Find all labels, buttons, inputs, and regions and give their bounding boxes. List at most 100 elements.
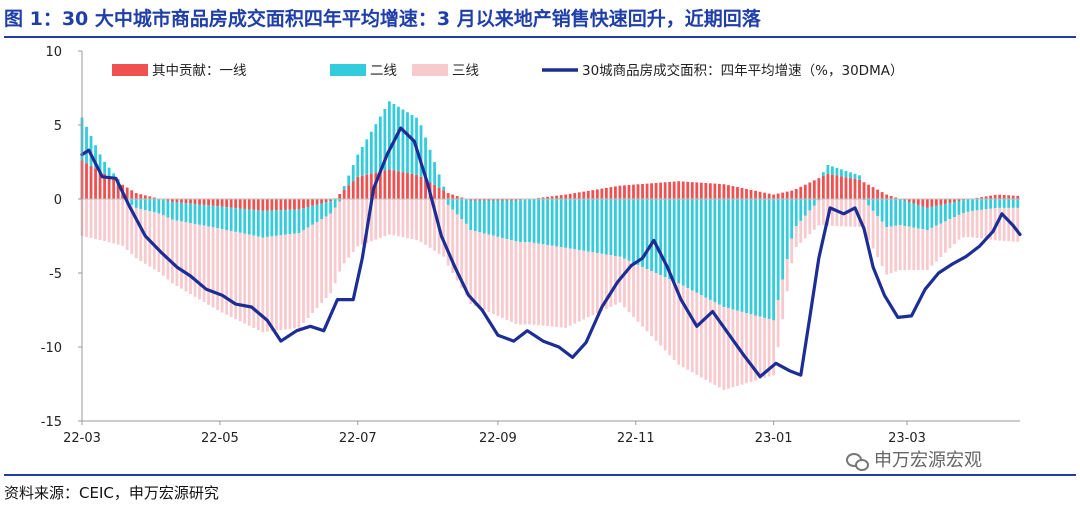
bar-tier3 (699, 295, 703, 378)
x-tick-label: 22-11 (617, 431, 655, 446)
bar-tier2 (419, 125, 423, 177)
legend-label: 二线 (370, 63, 397, 79)
bar-tier2 (722, 199, 726, 308)
bar-tier2 (107, 167, 111, 177)
bar-tier2 (220, 206, 224, 230)
bar-tier2 (532, 199, 536, 243)
bar-tier2 (523, 199, 527, 243)
bar-tier1 (925, 199, 929, 208)
bar-tier3 (238, 232, 242, 322)
bar-tier2 (505, 200, 509, 240)
bar-tier3 (623, 258, 626, 308)
bar-tier1 (216, 199, 220, 207)
bar-tier3 (808, 210, 812, 235)
bar-tier2 (243, 208, 247, 234)
bar-tier3 (482, 233, 486, 310)
bar-tier3 (894, 225, 898, 272)
bar-tier1 (772, 194, 776, 199)
bar-tier1 (758, 191, 762, 199)
bar-tier2 (161, 199, 165, 216)
bar-tier2 (731, 199, 735, 310)
bar-tier2 (577, 199, 581, 251)
bar-tier1 (862, 182, 866, 199)
bar-tier2 (338, 199, 342, 202)
bar-tier2 (740, 199, 744, 312)
bar-tier3 (812, 205, 816, 230)
bar-tier3 (315, 221, 319, 309)
bar-tier3 (523, 242, 527, 325)
line-layer (80, 126, 1022, 379)
bar-tier1 (627, 185, 631, 199)
bar-tier1 (690, 182, 694, 199)
bar-tier3 (749, 314, 753, 382)
bar-tier3 (659, 275, 663, 346)
bar-tier3 (966, 211, 970, 238)
bar-tier3 (564, 247, 568, 328)
bar-tier1 (641, 183, 644, 199)
bar-tier1 (469, 199, 473, 201)
bar-tier2 (975, 199, 979, 211)
bar-tier2 (293, 209, 296, 234)
bar-tier1 (112, 179, 116, 199)
bar-tier2 (238, 208, 242, 233)
bar-tier1 (238, 199, 242, 209)
bar-tier3 (103, 199, 106, 242)
bar-tier2 (315, 204, 319, 222)
bar-tier2 (202, 204, 206, 226)
bar-tier2 (270, 210, 274, 237)
bar-tier2 (889, 199, 893, 227)
bar-tier3 (925, 230, 929, 271)
bar-tier2 (442, 186, 446, 191)
legend-swatch (330, 64, 366, 76)
bar-tier1 (672, 181, 676, 199)
bar-layer (80, 101, 1020, 390)
bar-tier3 (776, 299, 780, 348)
bar-tier1 (351, 181, 355, 199)
bar-tier3 (261, 237, 265, 333)
bar-tier1 (727, 185, 730, 199)
bar-tier1 (378, 171, 382, 199)
bar-tier1 (501, 199, 504, 201)
bar-tier2 (654, 199, 658, 274)
bar-tier3 (234, 231, 238, 320)
bar-tier3 (157, 213, 161, 273)
bar-tier3 (975, 210, 979, 238)
bar-tier3 (600, 253, 604, 311)
bar-tier3 (428, 199, 432, 248)
bar-tier2 (591, 199, 595, 253)
bar-tier2 (130, 199, 134, 205)
bar-tier2 (333, 199, 337, 208)
bar-tier1 (781, 192, 785, 199)
bar-tier3 (704, 297, 708, 380)
bar-tier1 (537, 197, 540, 199)
bar-tier3 (121, 199, 125, 246)
bar-tier3 (980, 209, 983, 239)
bar-tier1 (437, 187, 441, 199)
bar-tier2 (844, 170, 848, 178)
bar-tier2 (867, 199, 870, 206)
bar-tier1 (446, 193, 450, 199)
bar-tier3 (871, 210, 875, 249)
bar-tier3 (442, 199, 446, 257)
bar-tier2 (1002, 199, 1006, 208)
bar-tier1 (338, 194, 342, 199)
chart-title: 图 1：30 大中城市商品房成交面积四年平均增速：3 月以来地产销售快速回升，近… (4, 8, 761, 30)
bar-tier3 (152, 212, 156, 270)
bar-tier2 (957, 200, 961, 215)
bar-tier3 (713, 302, 717, 385)
bar-tier2 (496, 200, 500, 237)
bar-tier2 (216, 206, 220, 229)
bar-tier2 (89, 136, 93, 166)
bar-tier3 (130, 204, 134, 255)
bar-tier1 (347, 185, 351, 199)
bar-tier1 (880, 192, 884, 199)
bar-tier1 (424, 179, 427, 199)
bar-tier2 (428, 149, 432, 183)
bar-tier2 (925, 207, 929, 231)
bar-tier3 (496, 236, 500, 316)
bar-tier3 (722, 307, 726, 390)
bar-tier1 (722, 184, 726, 199)
bar-tier1 (618, 185, 622, 199)
bar-tier3 (265, 236, 269, 332)
bar-tier3 (333, 207, 337, 284)
